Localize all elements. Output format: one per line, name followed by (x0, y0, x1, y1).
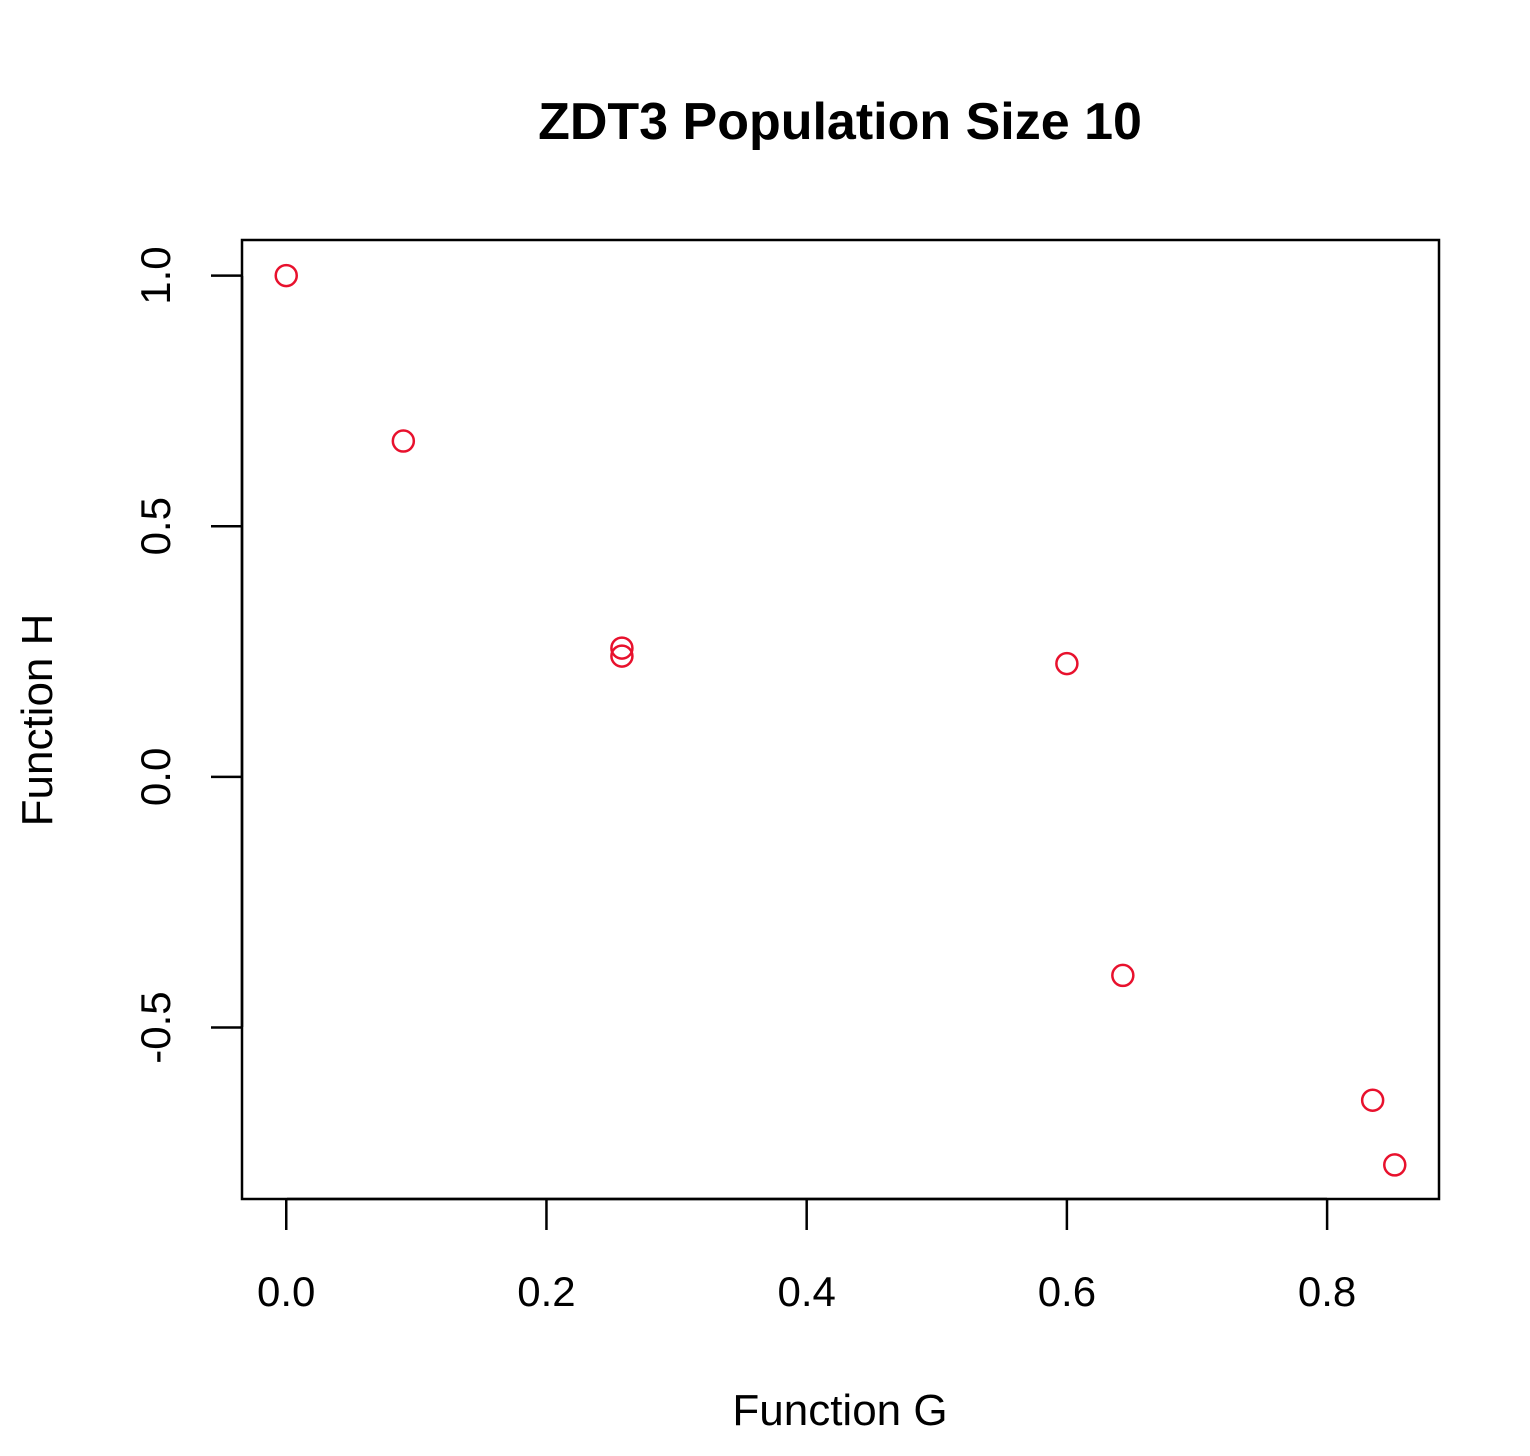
data-points (274, 263, 1407, 1177)
y-tick-label: 0.5 (132, 497, 179, 555)
chart-title: ZDT3 Population Size 10 (538, 93, 1142, 151)
x-tick-label: 0.6 (1038, 1268, 1096, 1315)
data-point-5 (1111, 963, 1135, 988)
y-axis: -0.5 0.0 0.5 1.0 (132, 246, 244, 1064)
x-axis: 0.0 0.2 0.4 0.6 0.8 (257, 1197, 1356, 1315)
y-tick-label: -0.5 (132, 991, 179, 1063)
x-tick-label: 0.4 (777, 1268, 835, 1315)
data-point-7 (1383, 1153, 1407, 1177)
data-point-2 (610, 636, 634, 660)
data-point-3 (610, 644, 634, 668)
x-tick-label: 0.8 (1298, 1268, 1356, 1315)
x-tick-label: 0.2 (517, 1268, 575, 1315)
data-point-0 (274, 263, 298, 288)
plot-frame (240, 238, 1441, 1201)
data-point-1 (391, 429, 416, 453)
x-axis-label: Function G (732, 1386, 947, 1435)
y-axis-label: Function H (13, 614, 62, 827)
y-tick-label: 1.0 (132, 246, 179, 304)
x-tick-label: 0.0 (257, 1268, 315, 1315)
y-tick-label: 0.0 (132, 748, 179, 806)
data-point-4 (1055, 651, 1079, 676)
data-point-6 (1360, 1088, 1385, 1112)
